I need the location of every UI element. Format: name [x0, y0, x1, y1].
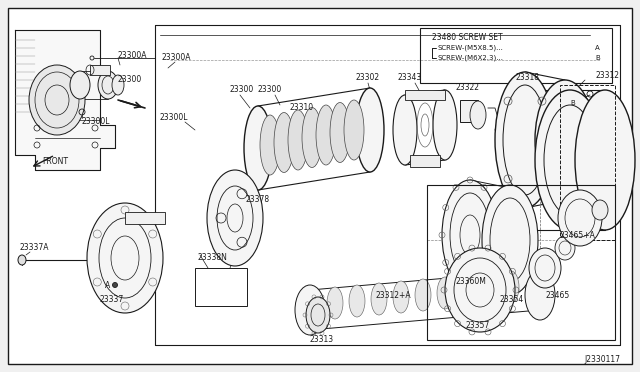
Bar [560, 85, 615, 240]
Bar [427, 185, 615, 340]
Ellipse shape [344, 100, 364, 160]
Ellipse shape [482, 185, 538, 295]
Text: 23300: 23300 [258, 86, 282, 94]
Ellipse shape [274, 112, 294, 173]
Ellipse shape [112, 75, 124, 95]
Text: 23300A: 23300A [161, 52, 191, 61]
Text: 23302: 23302 [355, 74, 379, 83]
Ellipse shape [87, 203, 163, 313]
Ellipse shape [70, 71, 90, 99]
Ellipse shape [18, 255, 26, 265]
Ellipse shape [244, 106, 272, 190]
Ellipse shape [371, 283, 387, 315]
Text: 23313: 23313 [310, 336, 334, 344]
Text: 23465+A: 23465+A [560, 231, 596, 240]
Ellipse shape [316, 105, 336, 165]
Text: 23318: 23318 [515, 74, 539, 83]
Ellipse shape [295, 285, 325, 335]
Ellipse shape [529, 248, 561, 288]
Ellipse shape [207, 170, 263, 266]
Ellipse shape [302, 108, 322, 167]
Text: 23337: 23337 [100, 295, 124, 305]
Ellipse shape [288, 110, 308, 170]
Ellipse shape [415, 279, 431, 311]
Ellipse shape [445, 248, 515, 332]
Text: 23300L: 23300L [160, 113, 189, 122]
Text: 23354: 23354 [500, 295, 524, 305]
Bar [125, 212, 165, 224]
Text: 23338N: 23338N [198, 253, 228, 263]
Bar [460, 100, 478, 122]
Ellipse shape [470, 101, 486, 129]
Ellipse shape [525, 270, 555, 320]
Text: 23337A: 23337A [20, 244, 49, 253]
Text: 23465: 23465 [545, 291, 569, 299]
Bar [195, 268, 247, 306]
Ellipse shape [503, 271, 519, 303]
Bar [405, 90, 445, 100]
Text: SCREW-(M5X8.5)...: SCREW-(M5X8.5)... [437, 45, 503, 51]
Text: 23322: 23322 [455, 83, 479, 93]
Ellipse shape [495, 72, 555, 208]
Bar [410, 155, 440, 167]
Text: A: A [105, 280, 110, 289]
Text: 23300A: 23300A [118, 51, 147, 60]
Ellipse shape [535, 90, 605, 230]
Ellipse shape [29, 65, 85, 135]
Text: FRONT: FRONT [42, 157, 68, 167]
Polygon shape [15, 30, 115, 170]
Ellipse shape [592, 200, 608, 220]
Bar [420, 28, 612, 83]
Text: 23357: 23357 [465, 321, 489, 330]
Ellipse shape [433, 90, 457, 160]
Text: SCREW-(M6X2.3)...: SCREW-(M6X2.3)... [437, 55, 503, 61]
Text: 23343: 23343 [398, 74, 422, 83]
Text: 23300: 23300 [229, 86, 253, 94]
Text: B: B [570, 100, 575, 106]
Ellipse shape [306, 297, 330, 333]
Text: 23480 SCREW SET: 23480 SCREW SET [432, 33, 502, 42]
Ellipse shape [575, 90, 635, 230]
Ellipse shape [481, 273, 497, 305]
Text: 23378: 23378 [245, 196, 269, 205]
Text: 23312+A: 23312+A [375, 291, 411, 299]
Ellipse shape [393, 281, 409, 313]
Ellipse shape [442, 180, 498, 290]
Ellipse shape [113, 282, 118, 288]
Ellipse shape [98, 71, 118, 99]
Text: 23360M: 23360M [455, 278, 486, 286]
Ellipse shape [555, 236, 575, 260]
Ellipse shape [349, 285, 365, 317]
Ellipse shape [393, 95, 417, 165]
Ellipse shape [558, 190, 602, 246]
Ellipse shape [260, 115, 280, 175]
Ellipse shape [535, 80, 595, 200]
Ellipse shape [437, 277, 453, 309]
Ellipse shape [459, 275, 475, 307]
Text: J2330117: J2330117 [584, 356, 620, 365]
Text: 23300: 23300 [118, 76, 142, 84]
Ellipse shape [327, 287, 343, 319]
Text: 23300L: 23300L [82, 118, 111, 126]
Ellipse shape [330, 103, 350, 163]
Ellipse shape [356, 88, 384, 172]
Text: B: B [595, 55, 600, 61]
Bar [90, 65, 110, 75]
Text: A: A [595, 45, 600, 51]
Text: 23312: 23312 [595, 71, 619, 80]
Text: 23310: 23310 [290, 103, 314, 112]
